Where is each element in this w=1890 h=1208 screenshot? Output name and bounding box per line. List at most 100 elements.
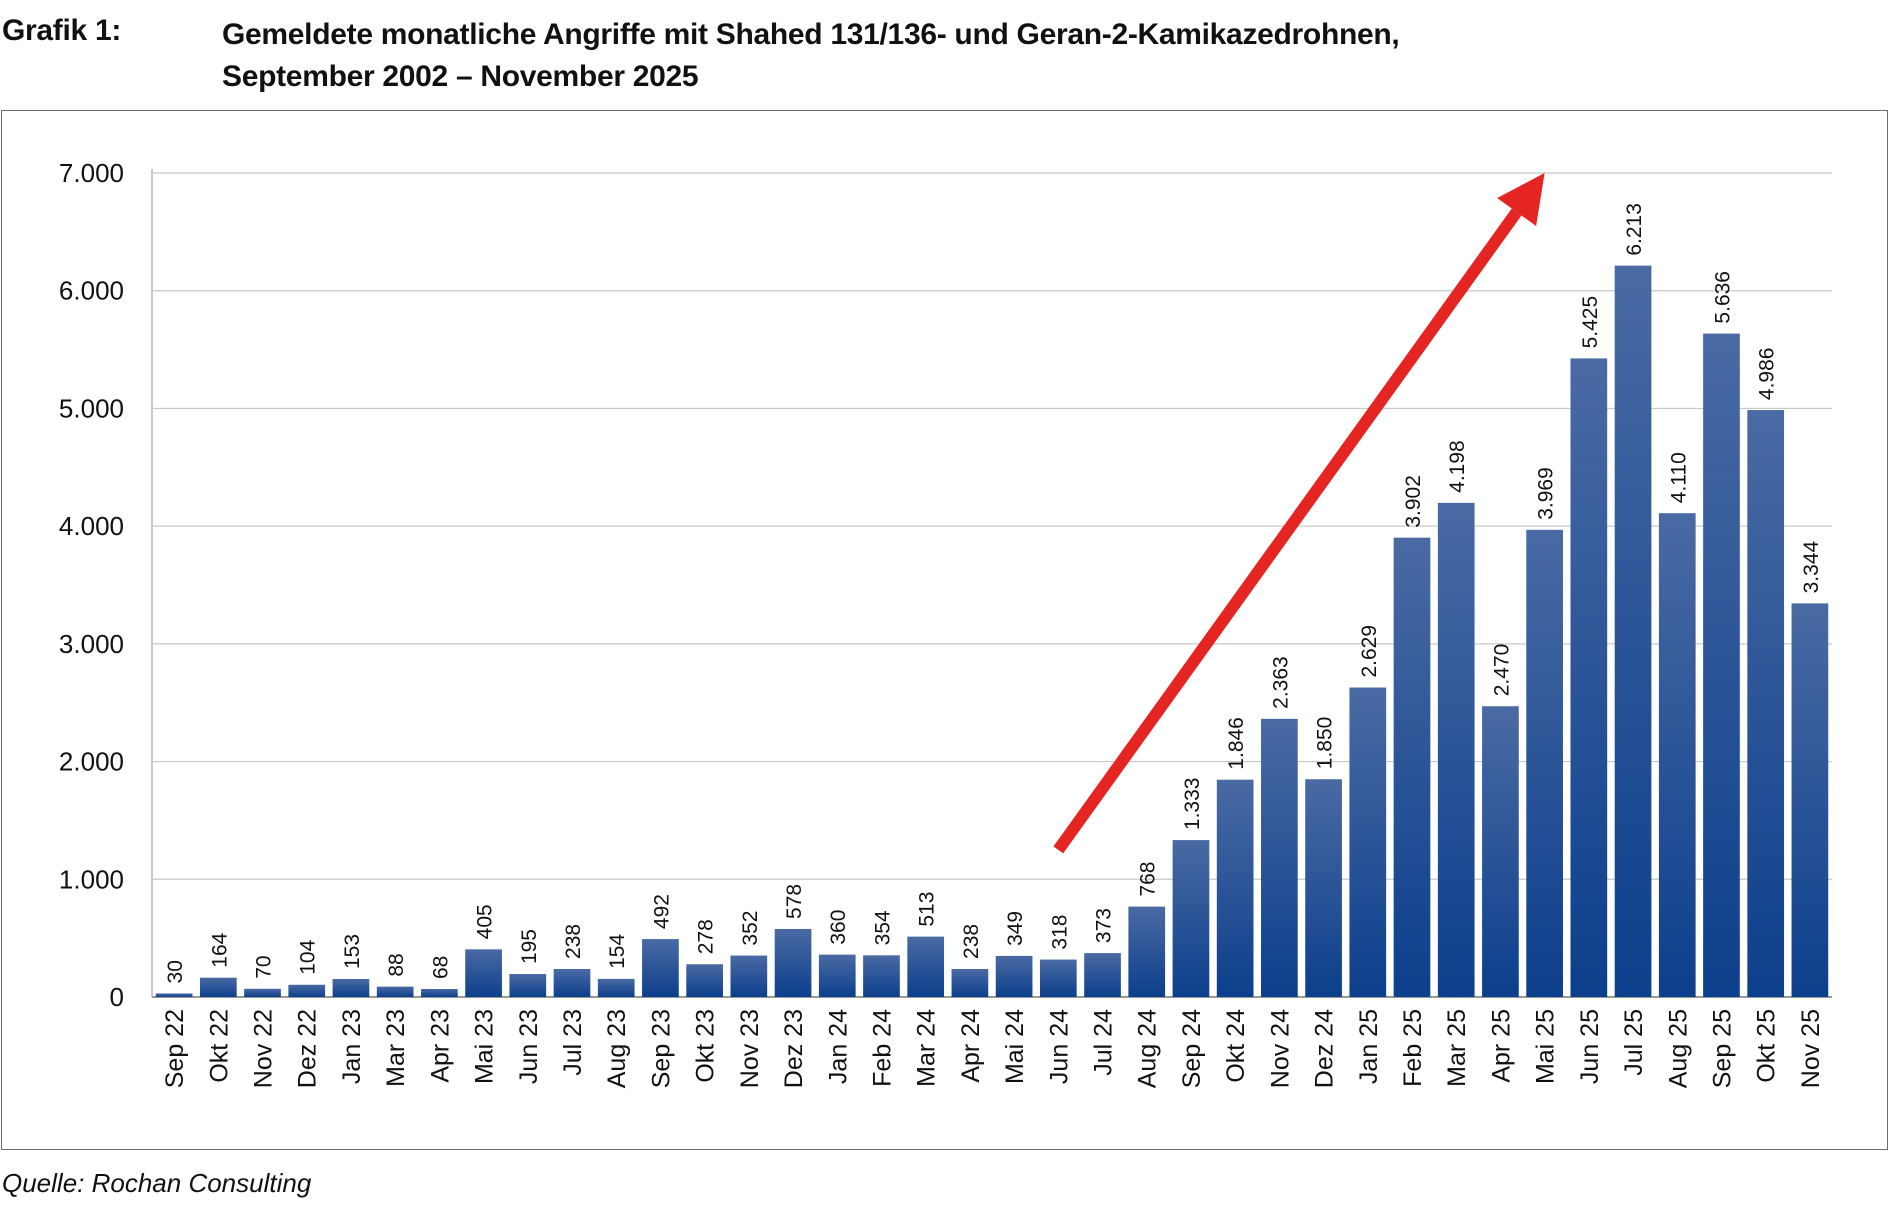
- bar: [1747, 410, 1785, 998]
- value-label: 3.344: [1800, 540, 1823, 593]
- x-tick-label: Sep 24: [1178, 1009, 1206, 1088]
- bar: [465, 949, 502, 997]
- x-tick-label: Okt 25: [1753, 1009, 1781, 1083]
- chart-header: Grafik 1: Gemeldete monatliche Angriffe …: [0, 10, 1890, 100]
- bar: [995, 955, 1033, 997]
- bar: [774, 928, 812, 997]
- value-label: 3.902: [1402, 475, 1425, 528]
- value-label: 153: [341, 934, 364, 969]
- value-label: 513: [916, 892, 939, 927]
- trend-arrow-shaft: [1053, 208, 1522, 854]
- y-tick-label: 7.000: [59, 158, 124, 188]
- value-label: 5.636: [1711, 271, 1734, 324]
- value-label: 238: [562, 924, 585, 959]
- value-label: 5.425: [1579, 296, 1602, 349]
- x-tick-label: Aug 25: [1664, 1009, 1692, 1088]
- x-tick-label: Jun 24: [1045, 1009, 1073, 1084]
- value-label: 154: [606, 934, 629, 969]
- x-tick-label: Dez 24: [1311, 1009, 1339, 1088]
- value-label: 68: [429, 956, 452, 979]
- bar: [199, 977, 237, 997]
- x-tick-label: Nov 24: [1266, 1009, 1294, 1088]
- x-tick-label: Jan 24: [824, 1009, 852, 1084]
- x-tick-label: Sep 22: [161, 1009, 189, 1088]
- x-tick-label: Jul 23: [559, 1009, 587, 1076]
- value-label: 238: [960, 924, 983, 959]
- value-label: 360: [827, 910, 850, 945]
- bar: [642, 939, 679, 997]
- y-tick-label: 6.000: [59, 276, 124, 306]
- bar: [1614, 265, 1652, 998]
- bar: [332, 978, 370, 997]
- value-label: 1.850: [1314, 717, 1337, 770]
- value-label: 1.333: [1181, 778, 1204, 831]
- value-label: 354: [871, 910, 894, 945]
- value-label: 104: [297, 939, 320, 974]
- bar: [288, 984, 326, 997]
- x-tick-label: Mar 25: [1443, 1009, 1471, 1087]
- value-label: 492: [650, 894, 673, 929]
- value-label: 70: [253, 955, 276, 978]
- bar: [686, 964, 723, 997]
- value-label: 352: [739, 911, 762, 946]
- value-label: 349: [1004, 911, 1027, 946]
- chart-title-line-1: Gemeldete monatliche Angriffe mit Shahed…: [222, 18, 1400, 51]
- chart-frame: 30 164 70 104 153 88 68 405 195 238 154 492 278 352 57…: [1, 110, 1888, 1150]
- x-tick-label: Jun 23: [515, 1009, 543, 1084]
- trend-arrow: [1053, 173, 1545, 854]
- y-tick-label: 5.000: [59, 393, 124, 423]
- value-label: 318: [1048, 915, 1071, 950]
- x-tick-label: Apr 24: [957, 1009, 985, 1083]
- bars: [155, 265, 1829, 998]
- value-label: 6.213: [1623, 203, 1646, 256]
- chart-title-line-2: September 2002 – November 2025: [222, 60, 699, 93]
- bar: [1482, 706, 1519, 997]
- bar: [1349, 687, 1387, 997]
- x-tick-label: Dez 23: [780, 1009, 808, 1088]
- bar: [1305, 779, 1342, 997]
- x-tick-label: Feb 25: [1399, 1009, 1427, 1087]
- x-tick-label: Mai 25: [1532, 1009, 1560, 1084]
- bar: [1526, 529, 1563, 997]
- x-tick-label: Jan 25: [1355, 1009, 1383, 1084]
- bar: [1570, 358, 1608, 997]
- x-tick-label: Aug 24: [1134, 1009, 1162, 1088]
- bar: [421, 988, 458, 997]
- bar: [553, 968, 591, 997]
- y-tick-label: 4.000: [59, 511, 124, 541]
- value-label: 373: [1093, 908, 1116, 943]
- x-tick-label: Dez 22: [294, 1009, 322, 1088]
- x-tick-label: Jan 23: [338, 1009, 366, 1084]
- bar: [155, 993, 193, 997]
- value-label: 2.470: [1490, 644, 1513, 697]
- value-label: 578: [783, 884, 806, 919]
- figure-label: Grafik 1:: [2, 14, 122, 47]
- value-labels: 30 164 70 104 153 88 68 405 195 238 154 492 278 352 57…: [164, 203, 1823, 983]
- value-label: 3.969: [1535, 467, 1558, 520]
- y-tick-label: 0: [110, 982, 124, 1012]
- bar: [1437, 502, 1475, 997]
- x-tick-label: Jun 25: [1576, 1009, 1604, 1084]
- x-tick-label: Apr 23: [426, 1009, 454, 1083]
- x-tick-label: Mai 23: [471, 1009, 499, 1084]
- value-label: 30: [164, 960, 187, 983]
- bar: [730, 955, 768, 997]
- x-tick-label: Okt 22: [205, 1009, 233, 1083]
- x-tick-label: Apr 25: [1487, 1009, 1515, 1083]
- x-tick-label: Mai 24: [1001, 1009, 1029, 1084]
- bar: [1791, 603, 1829, 997]
- chart-title: Gemeldete monatliche Angriffe mit Shahed…: [222, 14, 1862, 98]
- x-tick-label: Mar 24: [913, 1009, 941, 1087]
- x-tick-label: Feb 24: [868, 1009, 896, 1087]
- value-label: 4.986: [1756, 348, 1779, 401]
- x-tick-label: Jul 25: [1620, 1009, 1648, 1076]
- bar: [951, 968, 989, 997]
- x-tick-label: Sep 25: [1708, 1009, 1736, 1088]
- source-note: Quelle: Rochan Consulting: [2, 1168, 312, 1198]
- bar: [244, 988, 281, 997]
- bar: [818, 954, 856, 997]
- bar: [376, 986, 414, 997]
- bar: [863, 955, 900, 997]
- y-tick-label: 1.000: [59, 864, 124, 894]
- y-tick-labels: 0 1.000 2.000 3.000 4.000 5.000 6.000 7.000: [59, 158, 124, 1012]
